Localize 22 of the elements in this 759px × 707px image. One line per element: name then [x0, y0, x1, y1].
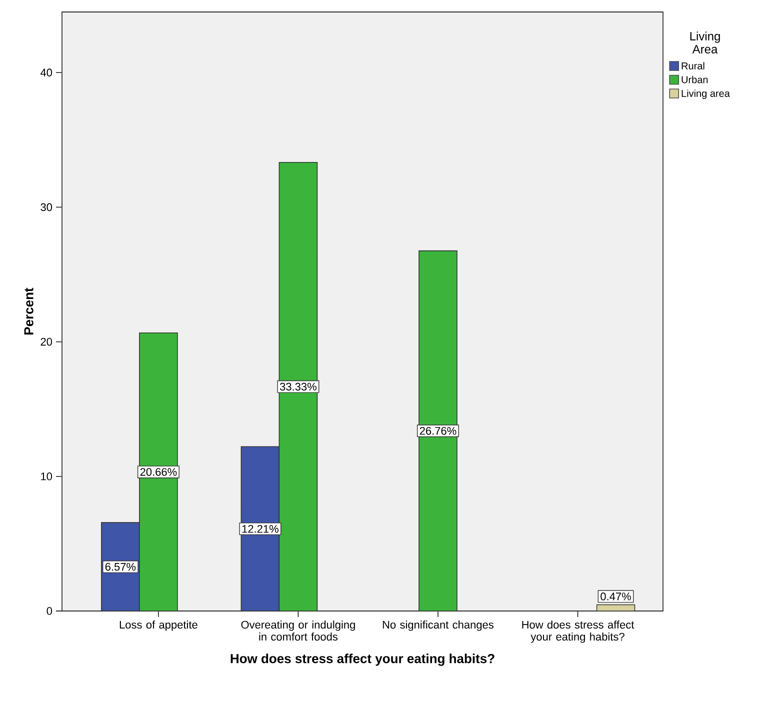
data-label: 12.21%: [242, 524, 278, 533]
legend-label: Rural: [682, 62, 704, 70]
y-tick-label: 10: [41, 472, 52, 480]
data-label: 20.66%: [140, 468, 177, 476]
legend-label: Living area: [682, 90, 730, 99]
y-tick-label: 40: [40, 68, 52, 76]
x-tick-label: How does stress affect your eating habits?: [522, 620, 634, 643]
data-label: 26.76%: [420, 427, 456, 435]
y-tick-label: 30: [40, 203, 52, 212]
x-tick-label: Loss of appetite: [120, 620, 198, 631]
legend-label: Urban: [682, 76, 708, 84]
x-tick-label: Overeating or indulging in comfort foods: [241, 620, 355, 641]
data-label: 33.33%: [280, 382, 316, 391]
x-axis-title: How does stress affect your eating habits?: [230, 654, 494, 666]
data-label: 0.47%: [600, 592, 631, 600]
y-axis-title: Percent: [24, 288, 34, 334]
y-tick-label: 20: [40, 338, 52, 346]
data-label: 6.57%: [105, 562, 136, 571]
bar: [240, 446, 280, 611]
x-tick-label: No significant changes: [382, 620, 494, 631]
y-tick-label: 0: [46, 607, 52, 615]
legend-title: Living Area: [690, 32, 720, 54]
